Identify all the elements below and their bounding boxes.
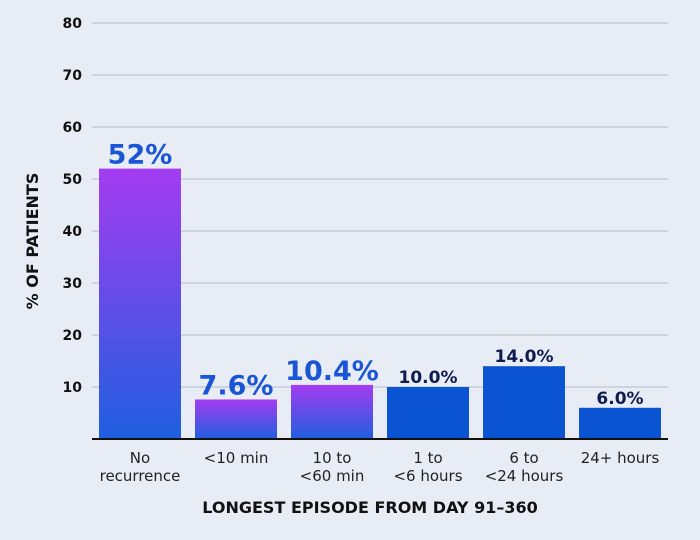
y-tick-label: 30 xyxy=(63,276,83,292)
x-axis-categories: No recurrence <10 min 10 to <60 min 1 to <6 ho… xyxy=(100,449,660,485)
category-label-line: <24 hours xyxy=(485,467,564,485)
category-label-line: No xyxy=(130,449,150,467)
data-label: 7.6% xyxy=(199,370,274,401)
category-label-line: 24+ hours xyxy=(581,449,660,467)
data-label: 10.0% xyxy=(399,368,458,388)
bar xyxy=(387,387,469,439)
y-axis-ticks: 10 20 30 40 50 60 70 80 xyxy=(63,16,83,396)
x-axis-title: LONGEST EPISODE FROM DAY 91–360 xyxy=(202,498,538,517)
data-label: 10.4% xyxy=(285,356,379,387)
bars xyxy=(99,168,661,439)
category-label: No recurrence xyxy=(100,449,181,485)
category-label-line: 1 to xyxy=(413,449,442,467)
bar xyxy=(291,384,373,439)
data-label: 14.0% xyxy=(495,347,554,367)
category-label-line: 6 to xyxy=(509,449,538,467)
category-label-line: <6 hours xyxy=(393,467,462,485)
category-label: 10 to <60 min xyxy=(300,449,365,485)
category-label: 6 to <24 hours xyxy=(485,449,564,485)
bar xyxy=(579,407,661,439)
bar xyxy=(99,168,181,439)
category-label-line: <60 min xyxy=(300,467,365,485)
y-tick-label: 20 xyxy=(63,328,83,344)
category-label: <10 min xyxy=(204,449,269,467)
y-tick-label: 40 xyxy=(63,224,83,240)
y-axis-title: % OF PATIENTS xyxy=(23,173,42,310)
data-label: 52% xyxy=(108,140,173,171)
y-tick-label: 80 xyxy=(63,16,83,32)
grid-lines xyxy=(92,22,668,388)
data-labels: 52% 7.6% 10.4% 10.0% 14.0% 6.0% xyxy=(108,140,644,409)
data-label: 6.0% xyxy=(596,389,643,409)
y-tick-label: 10 xyxy=(63,380,83,396)
category-label-line: 10 to xyxy=(313,449,352,467)
bar xyxy=(483,366,565,439)
y-tick-label: 60 xyxy=(63,120,83,136)
category-label-line: <10 min xyxy=(204,449,269,467)
y-tick-label: 50 xyxy=(63,172,83,188)
category-label-line: recurrence xyxy=(100,467,181,485)
bar xyxy=(195,399,277,439)
category-label: 24+ hours xyxy=(581,449,660,467)
y-tick-label: 70 xyxy=(63,68,83,84)
category-label: 1 to <6 hours xyxy=(393,449,462,485)
